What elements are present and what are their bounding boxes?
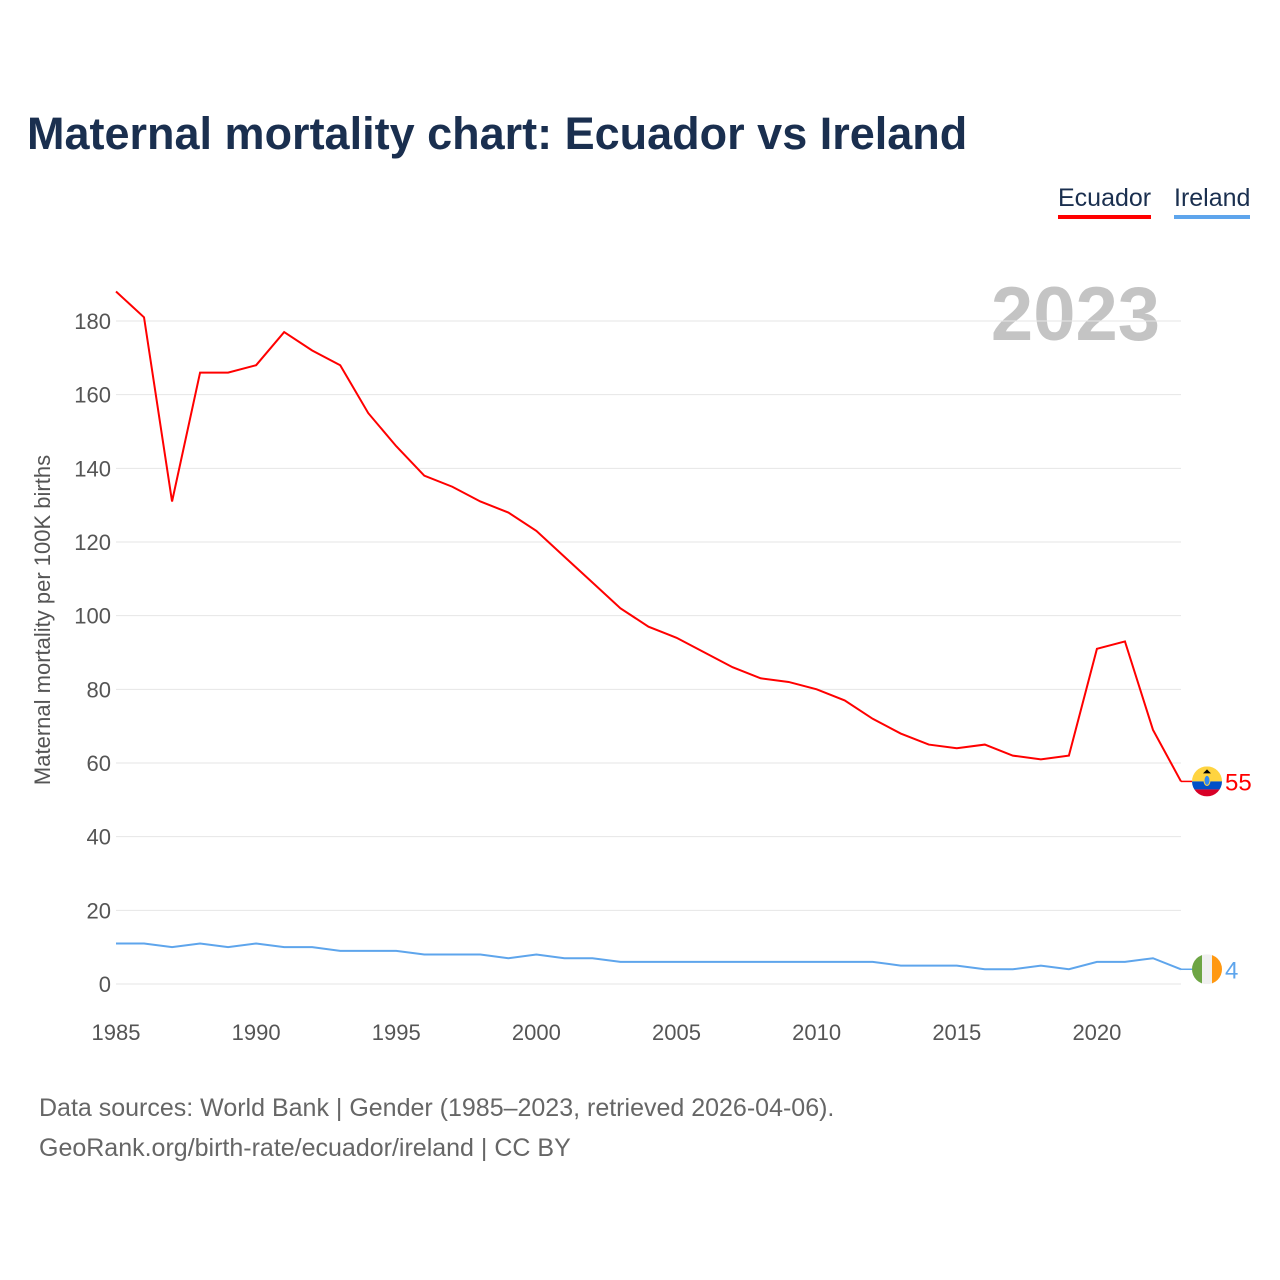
x-tick-label: 1985 [92,1020,141,1045]
y-tick-label: 100 [74,604,111,629]
source-url[interactable]: GeoRank.org/birth-rate/ecuador/ireland |… [39,1134,571,1162]
y-tick-label: 180 [74,309,111,334]
x-tick-label: 2000 [512,1020,561,1045]
x-tick-label: 2010 [792,1020,841,1045]
y-tick-label: 160 [74,383,111,408]
y-tick-label: 140 [74,456,111,481]
end-value-label: 4 [1225,957,1238,984]
year-label: 2023 [991,272,1160,357]
end-value-label: 55 [1225,769,1252,796]
y-tick-label: 0 [99,972,111,997]
y-axis-label: Maternal mortality per 100K births [30,455,55,785]
x-tick-label: 2020 [1072,1020,1121,1045]
series-line-ireland [116,942,1182,971]
y-tick-label: 120 [74,530,111,555]
ireland-flag-icon [1192,954,1222,985]
y-tick-label: 40 [87,825,111,850]
ecuador-flag-icon [1192,766,1222,797]
x-tick-label: 1995 [372,1020,421,1045]
x-tick-label: 2015 [932,1020,981,1045]
legend-ecuador[interactable]: Ecuador [1058,184,1152,219]
source-note: Data sources: World Bank | Gender (1985–… [39,1088,834,1168]
x-tick-label: 1990 [232,1020,281,1045]
y-tick-label: 80 [87,677,111,702]
source-line: Data sources: World Bank | Gender (1985–… [39,1094,835,1122]
x-tick-label: 2005 [652,1020,701,1045]
series-line-ecuador [115,290,1182,782]
y-tick-label: 60 [87,751,111,776]
chart-title: Maternal mortality chart: Ecuador vs Ire… [27,108,968,159]
y-tick-label: 20 [87,898,111,923]
legend-ireland[interactable]: Ireland [1174,184,1251,219]
